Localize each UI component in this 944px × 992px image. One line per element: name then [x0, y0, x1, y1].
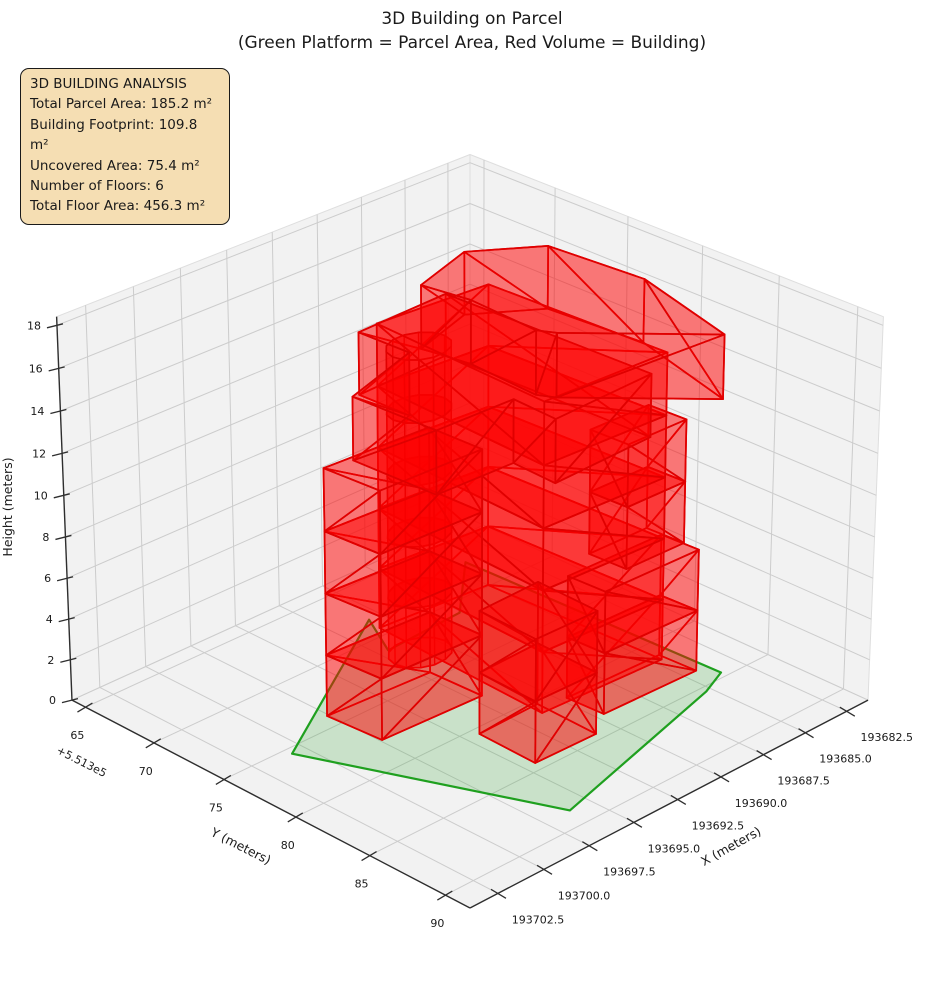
- z-axis-tick-label: 4: [46, 613, 53, 626]
- z-axis-label: Height (meters): [0, 457, 15, 556]
- info-box-line-parcel-area: Total Parcel Area: 185.2 m²: [30, 96, 213, 113]
- building-face: [512, 418, 557, 485]
- building-face: [543, 400, 668, 467]
- info-box-line-uncovered: Uncovered Area: 75.4 m²: [30, 157, 200, 174]
- x-axis-tick-label: 193697.5: [603, 866, 656, 879]
- building-volume: [322, 245, 726, 764]
- axes-spines-and-ticks: [55, 316, 869, 909]
- z-axis-tick-label: 14: [30, 405, 44, 418]
- x-axis-tick-label: 193700.0: [558, 889, 611, 902]
- building-face: [326, 677, 383, 741]
- building-face: [534, 329, 558, 396]
- x-axis-tick-label: 193682.5: [861, 731, 914, 744]
- building-face: [325, 616, 383, 680]
- info-box-line-floors: Number of Floors: 6: [30, 178, 164, 195]
- building-face: [542, 464, 666, 530]
- y-axis-tick-label: 85: [355, 878, 369, 891]
- x-axis-tick-label: 193687.5: [777, 775, 830, 788]
- y-axis-tick-label: 65: [70, 729, 84, 742]
- building-face: [534, 610, 599, 703]
- z-axis-tick-label: 6: [44, 572, 51, 585]
- building-face: [324, 553, 382, 618]
- building-face: [555, 332, 726, 399]
- z-axis-tick-label: 16: [29, 362, 43, 375]
- y-axis-tick-label: 70: [139, 765, 153, 778]
- building-face: [589, 428, 630, 509]
- chart-title-line1: 3D Building on Parcel: [381, 9, 563, 29]
- y-axis-offset-text: +5.513e5: [54, 744, 108, 780]
- info-box-line-footprint: Building Footprint: 109.8 m²: [30, 116, 198, 154]
- x-axis-tick-label: 193695.0: [648, 842, 701, 855]
- x-axis-tick-label: 193685.0: [819, 753, 872, 766]
- y-axis-ticks: 65 70 75 80 85 90: [70, 702, 453, 930]
- building-face: [542, 527, 665, 592]
- x-axis-tick-label: 193692.5: [692, 819, 745, 832]
- axes-panes: [56, 154, 884, 909]
- z-axis-tick-label: 2: [47, 654, 54, 667]
- chart-title: 3D Building on Parcel (Green Platform = …: [0, 7, 944, 55]
- x-axis-tick-label: 193690.0: [735, 797, 788, 810]
- y-axis-tick-label: 90: [430, 917, 444, 930]
- building-face: [323, 489, 382, 556]
- y-axis-label: Y (meters): [208, 824, 274, 868]
- chart-title-line2: (Green Platform = Parcel Area, Red Volum…: [237, 33, 707, 53]
- building-face: [567, 575, 607, 655]
- analysis-info-box: 3D BUILDING ANALYSIS Total Parcel Area: …: [20, 68, 230, 225]
- x-axis-tick-label: 193702.5: [512, 913, 565, 926]
- z-axis-tick-label: 18: [27, 319, 41, 332]
- z-axis-tick-label: 12: [32, 447, 46, 460]
- z-axis-ticks: 0 2 4 6 8 10 12 14 16 18: [27, 319, 79, 707]
- z-axis-tick-label: 0: [49, 694, 56, 707]
- info-box-line-floor-area: Total Floor Area: 456.3 m²: [30, 198, 206, 215]
- x-axis-ticks: 193682.5 193685.0 193687.5 193690.0 193692.5…: [490, 706, 914, 926]
- building-face: [435, 398, 515, 496]
- info-box-title: 3D BUILDING ANALYSIS: [30, 76, 187, 92]
- z-axis-tick-label: 8: [42, 531, 49, 544]
- z-axis-tick-label: 10: [34, 489, 48, 502]
- y-axis-tick-label: 75: [209, 801, 223, 814]
- y-axis-tick-label: 80: [281, 839, 295, 852]
